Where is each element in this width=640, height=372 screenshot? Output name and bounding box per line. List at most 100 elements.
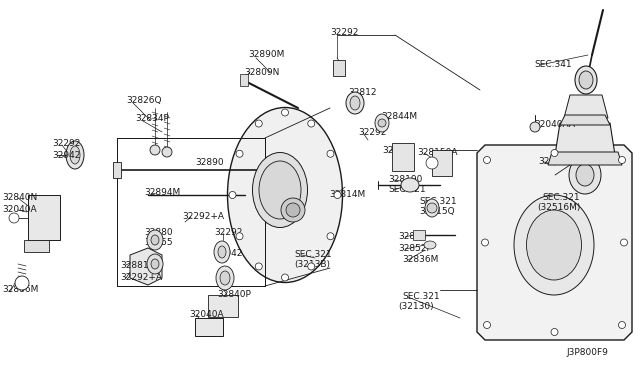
Text: 32815Q: 32815Q [419, 207, 454, 216]
Ellipse shape [570, 157, 600, 192]
Circle shape [618, 157, 625, 164]
Text: 32840P: 32840P [217, 290, 251, 299]
Bar [432, 150, 452, 176]
Text: 32292: 32292 [382, 146, 410, 155]
Text: 32292: 32292 [214, 228, 243, 237]
Text: SEC.321: SEC.321 [402, 292, 440, 301]
Text: 32890M: 32890M [248, 50, 284, 59]
Ellipse shape [425, 199, 439, 217]
Text: J3P800F9: J3P800F9 [566, 348, 608, 357]
Ellipse shape [151, 235, 159, 245]
Ellipse shape [147, 254, 163, 274]
Text: 32855: 32855 [144, 238, 173, 247]
Ellipse shape [218, 246, 226, 258]
Circle shape [282, 274, 289, 281]
Text: 32880: 32880 [144, 228, 173, 237]
Ellipse shape [151, 259, 159, 269]
Circle shape [327, 150, 334, 157]
Text: 32292+A: 32292+A [182, 212, 224, 221]
Text: 32834P: 32834P [135, 114, 169, 123]
Text: 32809N: 32809N [244, 68, 280, 77]
Text: SEC.321: SEC.321 [542, 193, 580, 202]
Text: 32836M: 32836M [402, 255, 438, 264]
Ellipse shape [527, 210, 582, 280]
Text: 32840N: 32840N [2, 193, 37, 202]
Ellipse shape [514, 195, 594, 295]
Ellipse shape [375, 114, 389, 132]
Circle shape [426, 157, 438, 169]
Text: 32942: 32942 [52, 151, 81, 160]
Bar [208, 295, 238, 317]
Circle shape [281, 198, 305, 222]
Text: 32894M: 32894M [144, 188, 180, 197]
Circle shape [334, 192, 341, 199]
Circle shape [282, 109, 289, 116]
Bar [117, 138, 265, 286]
Bar [333, 60, 345, 76]
Circle shape [530, 122, 540, 132]
Polygon shape [560, 115, 610, 125]
Circle shape [621, 239, 627, 246]
Circle shape [9, 213, 19, 223]
Text: 32835: 32835 [398, 232, 427, 241]
Ellipse shape [346, 92, 364, 114]
Bar [240, 74, 248, 86]
Text: 32881N: 32881N [120, 261, 156, 270]
Circle shape [551, 150, 558, 157]
Ellipse shape [147, 230, 163, 250]
Text: 32292+A: 32292+A [120, 273, 162, 282]
Circle shape [15, 276, 29, 290]
Text: SEC.321: SEC.321 [388, 185, 426, 194]
Ellipse shape [576, 164, 594, 186]
Ellipse shape [575, 66, 597, 94]
Ellipse shape [424, 241, 436, 249]
Polygon shape [555, 123, 615, 155]
Ellipse shape [70, 146, 80, 164]
PathPatch shape [477, 145, 632, 340]
Text: 328190: 328190 [388, 175, 422, 184]
Text: 32886M: 32886M [2, 285, 38, 294]
Circle shape [150, 145, 160, 155]
Polygon shape [564, 95, 608, 118]
Circle shape [308, 120, 315, 127]
Polygon shape [548, 152, 622, 165]
Circle shape [255, 120, 262, 127]
Ellipse shape [401, 178, 419, 192]
Ellipse shape [569, 156, 601, 194]
Ellipse shape [259, 161, 301, 219]
Text: 32145: 32145 [538, 157, 566, 166]
Text: 32812: 32812 [348, 88, 376, 97]
Text: 328150A: 328150A [417, 148, 458, 157]
Text: 32852P: 32852P [398, 244, 432, 253]
Text: 32292: 32292 [358, 128, 387, 137]
Circle shape [327, 233, 334, 240]
Text: 32040A: 32040A [189, 310, 223, 319]
Text: 32292: 32292 [330, 28, 358, 37]
Circle shape [427, 203, 437, 213]
Circle shape [551, 328, 558, 336]
Circle shape [483, 321, 490, 328]
Ellipse shape [576, 164, 594, 186]
Bar [24, 240, 49, 252]
Text: 32040A: 32040A [2, 205, 36, 214]
Text: 32826Q: 32826Q [126, 96, 161, 105]
Text: (32130): (32130) [398, 302, 434, 311]
Text: 32942: 32942 [214, 249, 243, 258]
Circle shape [308, 263, 315, 270]
Circle shape [162, 147, 172, 157]
Circle shape [483, 157, 490, 164]
Bar [392, 143, 414, 171]
Circle shape [286, 203, 300, 217]
Bar [113, 162, 121, 178]
Circle shape [618, 321, 625, 328]
Bar [195, 318, 223, 336]
Circle shape [229, 192, 236, 199]
Text: SEC.321: SEC.321 [419, 197, 456, 206]
Polygon shape [130, 248, 162, 285]
Text: 32040AA: 32040AA [534, 120, 575, 129]
Circle shape [236, 150, 243, 157]
Ellipse shape [227, 108, 342, 282]
Text: (3213B): (3213B) [294, 260, 330, 269]
Bar [413, 230, 425, 240]
Ellipse shape [220, 271, 230, 285]
